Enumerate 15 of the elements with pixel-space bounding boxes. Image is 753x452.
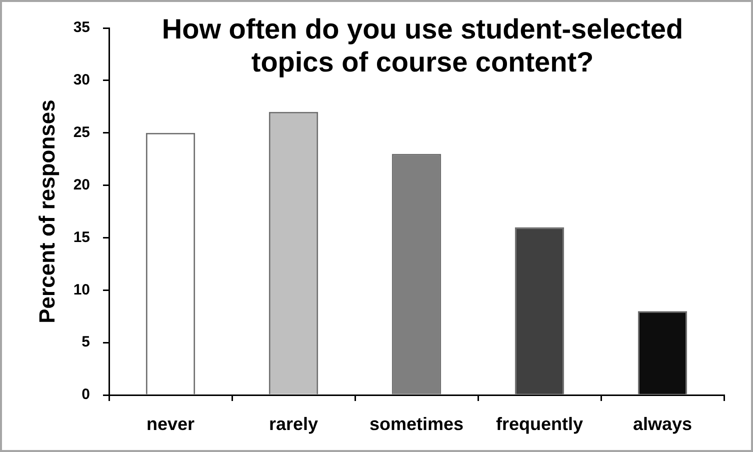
x-tick-label: never <box>146 414 195 434</box>
y-tick-label: 5 <box>82 334 90 351</box>
y-axis-title: Percent of responses <box>34 100 60 324</box>
x-tick-label: sometimes <box>369 414 464 434</box>
y-tick-label: 35 <box>73 19 90 36</box>
chart-title: How often do you use student-selected topics of course content? <box>162 14 684 78</box>
y-tick-label: 10 <box>73 281 90 298</box>
y-tick-label: 0 <box>82 386 90 404</box>
y-tick-label: 15 <box>73 228 90 246</box>
x-tick-label: always <box>632 414 692 434</box>
x-tick-label: frequently <box>496 414 584 434</box>
y-tick-label: 20 <box>73 176 90 194</box>
y-tick-label: 25 <box>73 124 90 141</box>
x-tick-label: rarely <box>268 414 318 434</box>
y-tick-label: 30 <box>73 72 90 89</box>
